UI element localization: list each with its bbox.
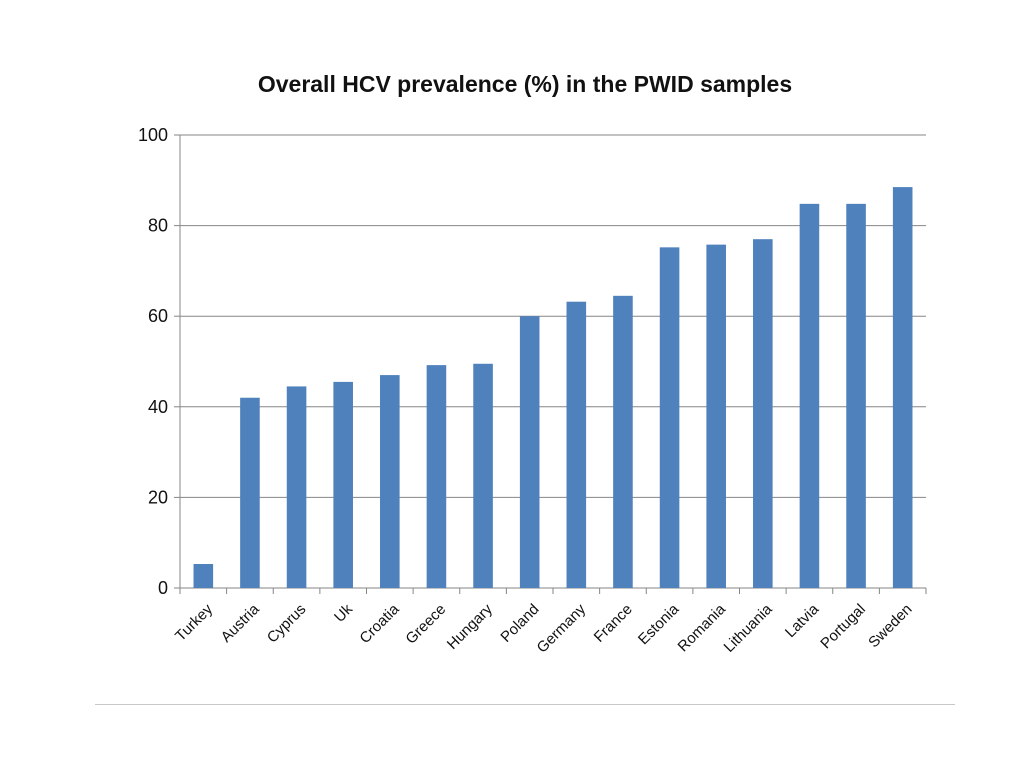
bars bbox=[193, 187, 913, 588]
x-tick-labels: Turkey Austria Cyprus Uk Croatia GreeceHungar… bbox=[172, 600, 915, 656]
bar-estonia bbox=[659, 247, 680, 588]
x-tick-label: Romania bbox=[675, 600, 730, 655]
x-tick-label: Hungary bbox=[444, 600, 496, 652]
footer-divider bbox=[95, 704, 955, 705]
bar-hungary bbox=[473, 363, 493, 588]
bar-turkey bbox=[193, 563, 214, 588]
x-tick-label: Uk bbox=[331, 600, 356, 625]
bar-austria bbox=[240, 397, 260, 588]
bar-cyprus bbox=[286, 386, 307, 588]
x-tick-label: Croatia bbox=[356, 600, 403, 647]
bar-poland bbox=[519, 316, 540, 588]
x-tick-label: Sweden bbox=[865, 601, 915, 651]
bar-uk bbox=[333, 381, 353, 588]
bar-france bbox=[613, 295, 633, 588]
y-tick-label: 40 bbox=[148, 397, 168, 417]
chart-title: Overall HCV prevalence (%) in the PWID s… bbox=[258, 71, 792, 97]
x-tick-label: Latvia bbox=[782, 600, 823, 641]
y-tick-label: 60 bbox=[148, 306, 168, 326]
x-tick-label: Greece bbox=[402, 601, 449, 648]
bar-greece bbox=[426, 365, 447, 588]
bar-latvia bbox=[799, 203, 820, 588]
y-tick-label: 100 bbox=[138, 125, 168, 145]
x-tick-label: Poland bbox=[497, 601, 542, 646]
bar-lithuania bbox=[753, 239, 773, 588]
x-tick-label: Cyprus bbox=[264, 601, 310, 647]
bar-sweden bbox=[892, 187, 913, 588]
bar-germany bbox=[566, 301, 587, 588]
bar-portugal bbox=[846, 203, 866, 588]
y-tick-label: 20 bbox=[148, 487, 168, 507]
x-tick-label: France bbox=[591, 601, 636, 646]
y-tick-label: 0 bbox=[158, 578, 168, 598]
bar-romania bbox=[706, 244, 726, 588]
x-tick-label: Portugal bbox=[817, 601, 869, 653]
x-tick-label: Austria bbox=[218, 600, 263, 645]
y-tick-label: 80 bbox=[148, 216, 168, 236]
x-tick-label: Germany bbox=[534, 600, 590, 656]
x-tick-label: Turkey bbox=[172, 600, 216, 644]
y-tick-labels: 0 20 40 60 80 100 bbox=[138, 125, 168, 598]
bar-croatia bbox=[380, 375, 400, 588]
x-tick-label: Lithuania bbox=[721, 600, 777, 656]
